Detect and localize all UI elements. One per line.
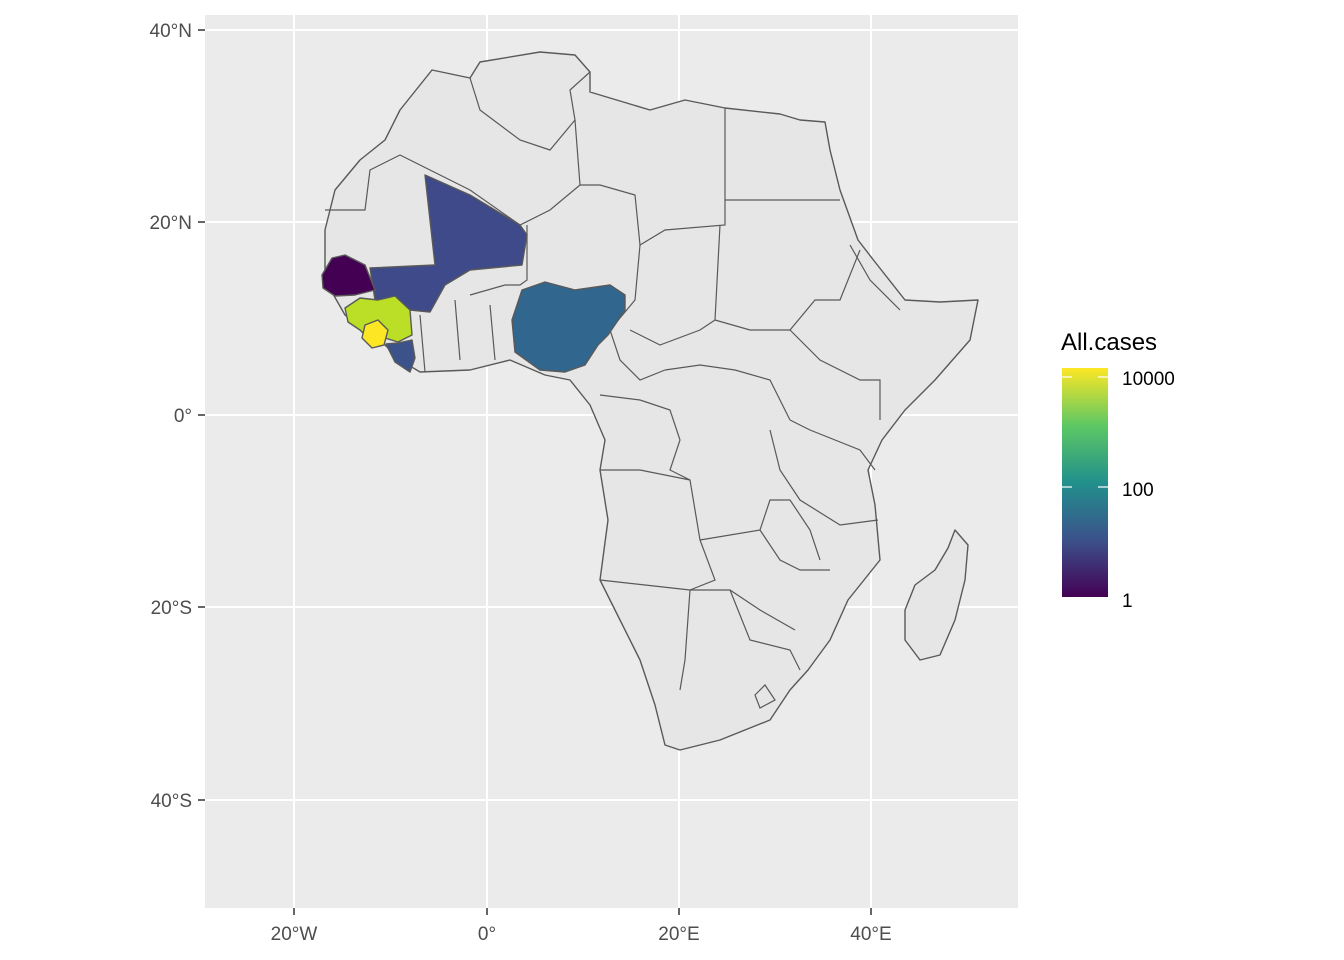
- highlighted-countries: [321, 174, 626, 373]
- y-tick-label: 0°: [174, 406, 192, 427]
- y-tick-label: 40°S: [151, 791, 192, 812]
- country-mali: [369, 174, 528, 313]
- legend-colorbar: [1062, 368, 1108, 597]
- x-tick-label: 20°E: [658, 924, 699, 945]
- y-axis: 40°N 20°N 0° 20°S 40°S: [150, 21, 205, 812]
- legend-label: 1: [1122, 591, 1133, 612]
- x-tick-label: 40°E: [850, 924, 891, 945]
- country-sierra-leone: [361, 319, 389, 349]
- y-tick-label: 20°N: [150, 213, 192, 234]
- legend-title: All.cases: [1061, 329, 1157, 356]
- x-tick-label: 20°W: [271, 924, 318, 945]
- country-liberia: [385, 339, 416, 373]
- country-nigeria: [511, 281, 626, 373]
- y-tick-label: 40°N: [150, 21, 192, 42]
- y-tick-label: 20°S: [151, 598, 192, 619]
- country-senegal: [321, 254, 376, 297]
- x-tick-label: 0°: [478, 924, 496, 945]
- madagascar: [904, 529, 969, 661]
- legend-label: 100: [1122, 480, 1154, 501]
- legend-label: 10000: [1122, 369, 1175, 390]
- x-axis: 20°W 0° 20°E 40°E: [271, 908, 892, 945]
- country-borders: [325, 71, 901, 709]
- legend: All.cases 10000 100 1: [1061, 329, 1175, 612]
